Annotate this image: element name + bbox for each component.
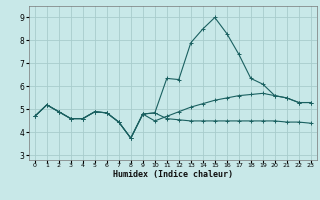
X-axis label: Humidex (Indice chaleur): Humidex (Indice chaleur): [113, 170, 233, 179]
